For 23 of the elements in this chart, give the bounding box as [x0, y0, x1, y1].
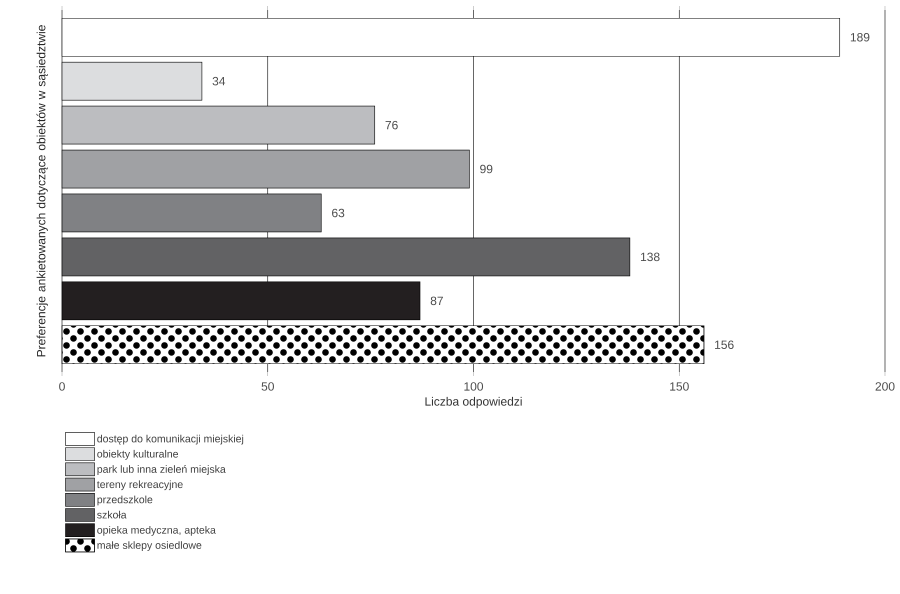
data-label: 63 [332, 208, 344, 218]
data-label: 99 [480, 164, 492, 174]
legend-label: przedszkole [97, 496, 152, 506]
data-label: 156 [715, 340, 734, 349]
legend-label: małe sklepy osiedlowe [98, 541, 202, 551]
x-tick-label: 150 [670, 382, 689, 391]
legend-label: obiekty kulturalne [97, 450, 178, 460]
x-tick-label: 0 [59, 382, 65, 391]
legend-label: opieka medyczna, apteka [97, 526, 216, 536]
data-label: 87 [430, 296, 443, 306]
legend-label: tereny rekreacyjne [96, 480, 183, 490]
legend-label: dostęp do komunikacji miejskiej [97, 434, 244, 444]
data-label: 189 [850, 32, 870, 42]
data-label: 138 [640, 252, 660, 262]
data-label: 76 [386, 120, 398, 130]
x-tick-label: 200 [876, 382, 895, 391]
legend-label: park lub inna zieleń miejska [97, 465, 226, 475]
y-axis-title: Preferencje ankietowanych dotyczące obiektów w sąsiedztwie [36, 25, 48, 356]
data-label: 34 [212, 76, 226, 86]
x-axis-title: Liczba odpowiedzi [425, 396, 522, 408]
x-tick-label: 100 [464, 382, 484, 391]
legend-label: szkoła [97, 510, 127, 519]
x-tick-label: 50 [262, 382, 274, 391]
